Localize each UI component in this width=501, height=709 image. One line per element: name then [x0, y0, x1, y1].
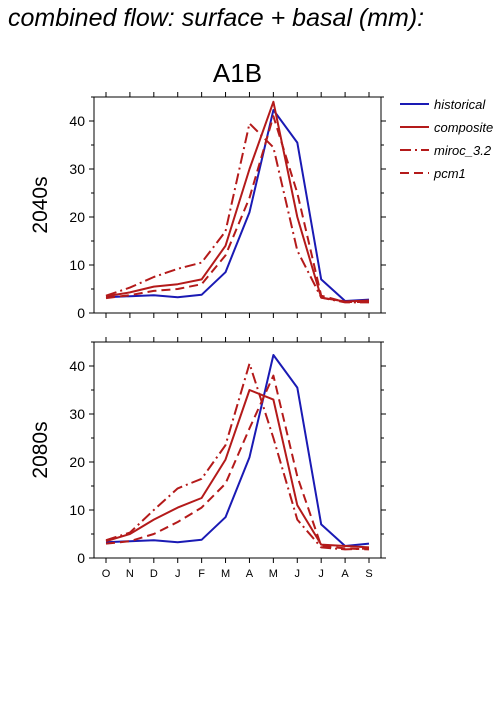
x-tick-label: M	[221, 568, 230, 580]
y-tick-label: 30	[69, 161, 85, 177]
legend-label: miroc_3.2	[434, 143, 492, 158]
y-tick-label: 10	[69, 502, 85, 518]
main-title: combined flow: surface + basal (mm):	[8, 4, 425, 32]
series-line-historical	[105, 354, 370, 547]
plot-frame	[93, 341, 382, 559]
x-tick-label: N	[126, 568, 134, 580]
panel-2: 0 10 20 30 40 O N D J F M A M J J A S 2080s	[29, 337, 386, 580]
x-tick-label: J	[318, 568, 324, 580]
y-tick-label: 20	[69, 209, 85, 225]
legend-label: historical	[434, 97, 486, 112]
x-tick-label: A	[246, 568, 254, 580]
y-tick-label: 20	[69, 454, 85, 470]
x-tick-label: D	[150, 568, 158, 580]
y-axis-label: 2080s	[29, 421, 52, 478]
y-tick-label: 30	[69, 406, 85, 422]
series-line-miroc-3-2	[105, 122, 369, 304]
x-tick-label: J	[295, 568, 301, 580]
legend-label: composite	[434, 120, 493, 135]
plot-frame	[93, 96, 382, 314]
x-tick-label: F	[198, 568, 205, 580]
x-tick-label: J	[175, 568, 181, 580]
series-line-historical	[105, 109, 370, 302]
x-tick-label: O	[102, 568, 111, 580]
x-tick-label: M	[269, 568, 278, 580]
y-tick-label: 10	[69, 257, 85, 273]
series-line-miroc-3-2	[105, 362, 370, 551]
x-tick-label: S	[365, 568, 372, 580]
panel-1: 0 10 20 30 40 A1B 2040s	[29, 58, 386, 321]
legend-label: pcm1	[433, 166, 466, 181]
y-tick-label: 0	[77, 550, 85, 566]
panel-title: A1B	[213, 58, 262, 88]
y-tick-label: 0	[77, 305, 85, 321]
series-line-composite	[105, 100, 370, 303]
y-tick-label: 40	[69, 113, 85, 129]
x-tick-label: A	[341, 568, 349, 580]
y-tick-label: 40	[69, 358, 85, 374]
series-line-composite	[105, 389, 370, 549]
series-line-pcm1	[105, 115, 369, 303]
y-axis-label: 2040s	[29, 176, 52, 233]
legend: historical composite miroc_3.2 pcm1	[400, 97, 493, 181]
series-line-pcm1	[105, 374, 370, 551]
